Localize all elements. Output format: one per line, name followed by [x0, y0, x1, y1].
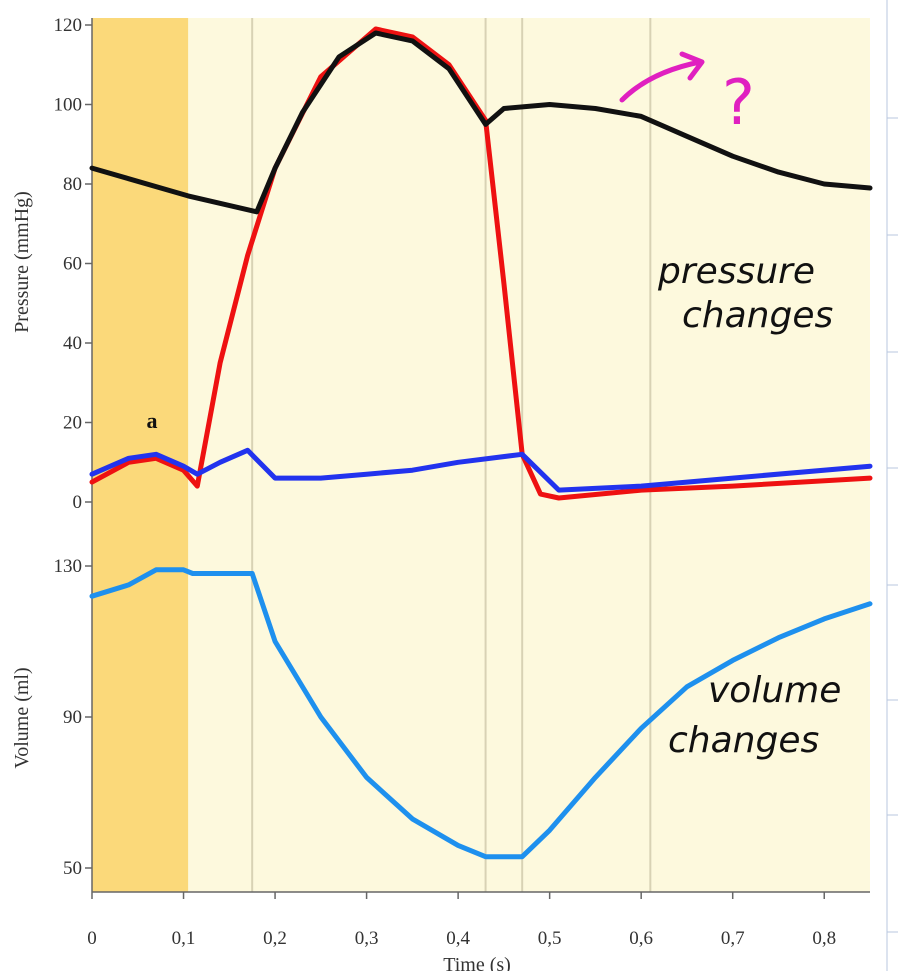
x-tick-label: 0,4	[446, 928, 470, 949]
volume-tick-label: 90	[63, 707, 82, 728]
axis-ticks: 0 0,1 0,2 0,3 0,4 0,5 0,6 0,7 0,8 0 20 40 60 80 100 120…	[54, 15, 837, 949]
aortic-pressure-line	[89, 30, 873, 215]
pressure-tick-label: 0	[73, 492, 83, 513]
volume-note-line2: changes	[668, 720, 819, 761]
volume-tick-label: 130	[54, 556, 83, 577]
pressure-note-line1: pressure	[657, 251, 815, 292]
volume-axis-title: Volume (ml)	[11, 667, 33, 768]
x-tick-label: 0,6	[629, 928, 653, 949]
volume-tick-label: 50	[63, 858, 82, 879]
axes	[91, 18, 870, 893]
ventricular-pressure-line	[89, 26, 873, 501]
x-tick-label: 0,8	[812, 928, 836, 949]
question-mark: ?	[722, 66, 755, 139]
atrial-pressure-line	[89, 447, 873, 493]
magenta-arrow	[619, 51, 705, 103]
pressure-tick-label: 100	[54, 95, 83, 116]
series-group	[89, 26, 873, 860]
a-wave-label: a	[147, 408, 158, 433]
pressure-tick-label: 120	[54, 15, 83, 36]
x-tick-label: 0,7	[721, 928, 745, 949]
ventricular-volume-line	[89, 567, 873, 860]
time-axis-title: Time (s)	[443, 954, 511, 971]
right-edge-ticks	[886, 0, 898, 971]
x-tick-label: 0	[87, 928, 97, 949]
pressure-tick-label: 80	[63, 174, 82, 195]
volume-note-line1: volume	[708, 670, 841, 711]
plot-background	[92, 18, 870, 892]
pressure-note-line2: changes	[682, 295, 833, 336]
pressure-axis-title: Pressure (mmHg)	[11, 191, 33, 333]
x-tick-label: 0,5	[538, 928, 562, 949]
x-tick-label: 0,1	[172, 928, 196, 949]
x-tick-label: 0,3	[355, 928, 379, 949]
pressure-tick-label: 20	[63, 413, 82, 434]
pressure-tick-label: 40	[63, 333, 82, 354]
x-tick-label: 0,2	[263, 928, 287, 949]
pressure-tick-label: 60	[63, 254, 82, 275]
